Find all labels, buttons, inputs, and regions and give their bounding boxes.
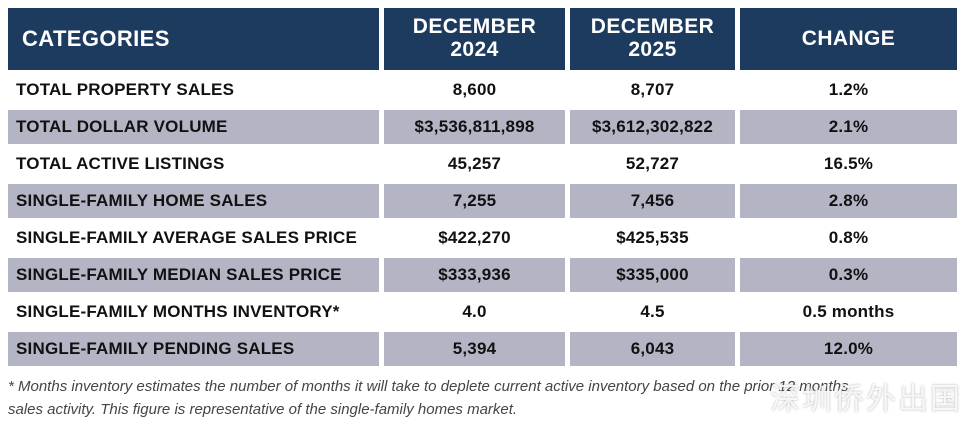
- column-header-categories: CATEGORIES: [8, 8, 379, 70]
- cell-dec2025: 7,456: [570, 184, 735, 218]
- cell-dec2025: 4.5: [640, 302, 665, 321]
- row-label-single-family-months-inventory: SINGLE-FAMILY MONTHS INVENTORY*: [16, 302, 340, 321]
- cell-change: 1.2%: [828, 80, 869, 99]
- cell-dec2024: $3,536,811,898: [384, 110, 565, 144]
- row-label-single-family-pending-sales: SINGLE-FAMILY PENDING SALES: [8, 332, 379, 366]
- column-header-year: 2025: [628, 38, 677, 61]
- cell-dec2025: $425,535: [616, 228, 689, 247]
- column-header-december-2025: DECEMBER 2025: [570, 8, 735, 70]
- column-header-december-2024: DECEMBER 2024: [384, 8, 565, 70]
- row-label-total-property-sales: TOTAL PROPERTY SALES: [16, 80, 235, 99]
- cell-dec2025: 8,707: [630, 80, 675, 99]
- months-inventory-footnote: * Months inventory estimates the number …: [8, 376, 958, 421]
- footnote-line: * Months inventory estimates the number …: [8, 378, 849, 395]
- row-label-total-active-listings: TOTAL ACTIVE LISTINGS: [16, 154, 225, 173]
- cell-change: 12.0%: [740, 332, 957, 366]
- column-header-year: 2024: [450, 38, 499, 61]
- cell-dec2024: 45,257: [447, 154, 502, 173]
- cell-dec2024: $422,270: [438, 228, 511, 247]
- cell-change: 0.3%: [740, 258, 957, 292]
- cell-change: 0.5 months: [802, 302, 895, 321]
- cell-dec2025: $335,000: [570, 258, 735, 292]
- footnote-line: sales activity. This figure is represent…: [8, 400, 518, 418]
- cell-dec2025: 52,727: [625, 154, 680, 173]
- row-label-total-dollar-volume: TOTAL DOLLAR VOLUME: [8, 110, 379, 144]
- cell-dec2025: 6,043: [570, 332, 735, 366]
- cell-dec2024: 4.0: [462, 302, 487, 321]
- cell-dec2024: $333,936: [384, 258, 565, 292]
- row-label-single-family-average-sales-price: SINGLE-FAMILY AVERAGE SALES PRICE: [16, 228, 357, 247]
- cell-dec2024: 7,255: [384, 184, 565, 218]
- cell-change: 2.1%: [740, 110, 957, 144]
- cell-change: 2.8%: [740, 184, 957, 218]
- cell-dec2024: 5,394: [384, 332, 565, 366]
- cell-change: 0.8%: [828, 228, 869, 247]
- column-header-change: CHANGE: [740, 8, 957, 70]
- row-label-single-family-median-sales-price: SINGLE-FAMILY MEDIAN SALES PRICE: [8, 258, 379, 292]
- cell-dec2024: 8,600: [452, 80, 497, 99]
- cell-dec2025: $3,612,302,822: [570, 110, 735, 144]
- column-header-month: DECEMBER: [590, 15, 715, 39]
- market-stats-table: CATEGORIES DECEMBER 2024 DECEMBER 2025 C…: [8, 8, 957, 366]
- cell-change: 16.5%: [823, 154, 874, 173]
- row-label-single-family-home-sales: SINGLE-FAMILY HOME SALES: [8, 184, 379, 218]
- column-header-month: DECEMBER: [412, 15, 537, 39]
